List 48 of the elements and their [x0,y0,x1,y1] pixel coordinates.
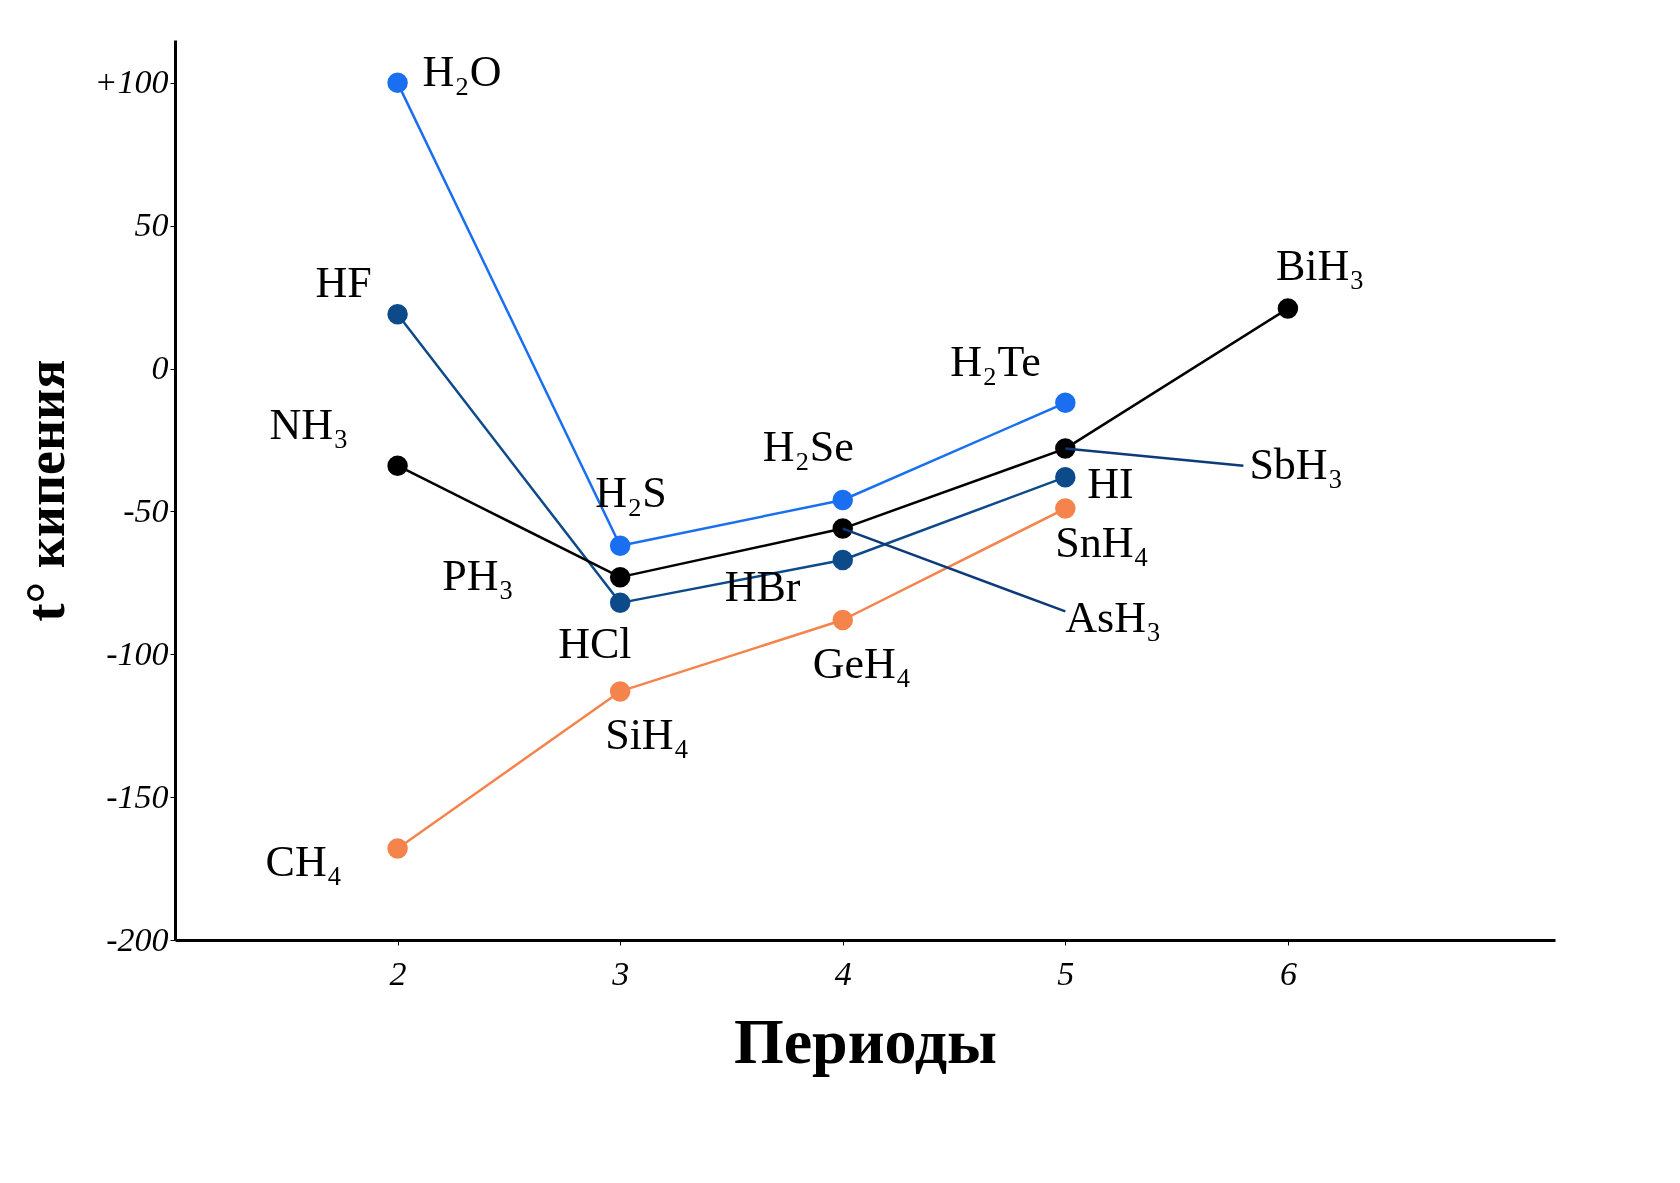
point [387,304,408,325]
point [609,535,631,556]
y-tick-label: -150 [106,777,169,815]
x-tick-label: 3 [611,954,630,992]
annotation: HF [315,258,372,308]
point [1055,466,1076,488]
annotation: SiH₄ [605,710,689,760]
point [609,681,631,702]
y-axis-title: t° кипения [15,359,76,622]
point [387,838,408,859]
annotation: BiH₃ [1275,240,1365,290]
annotation: H₂Se [762,422,854,471]
point [387,72,408,94]
annotation: H₂O [422,46,502,96]
y-tick-label: -100 [106,634,169,672]
point [1055,392,1076,414]
annotation: SbH₃ [1249,439,1343,489]
annotation: CH₄ [265,836,343,886]
point [832,549,853,571]
point [387,455,408,476]
annotation: SnH₄ [1055,517,1149,567]
x-tick-label: 2 [389,954,407,992]
annotation: HI [1087,459,1134,509]
annotation: H₂Te [950,336,1041,386]
point [1055,498,1076,519]
point [832,518,853,539]
annotation: AsH₃ [1065,593,1162,643]
point [609,592,631,614]
y-tick-label: 0 [151,349,169,387]
annotation: GeH₄ [812,639,912,688]
point [832,489,853,511]
point [609,566,631,588]
x-tick-label: 6 [1279,954,1297,992]
annotation: PH₃ [442,551,514,601]
y-tick-label: -50 [123,491,169,529]
point [1055,438,1076,459]
annotation: HBr [724,562,801,611]
annotation: HCl [558,618,632,668]
x-axis-title: Периоды [733,1005,998,1077]
annotation: NH₃ [269,399,349,449]
x-tick-label: 5 [1057,954,1075,992]
y-tick-label: -200 [106,920,169,958]
y-tick-label: 50 [134,206,169,244]
point [1277,298,1299,319]
point [832,609,853,631]
y-tick-label: +100 [94,63,169,101]
x-tick-label: 4 [834,954,852,992]
annotation: H₂S [595,467,667,517]
